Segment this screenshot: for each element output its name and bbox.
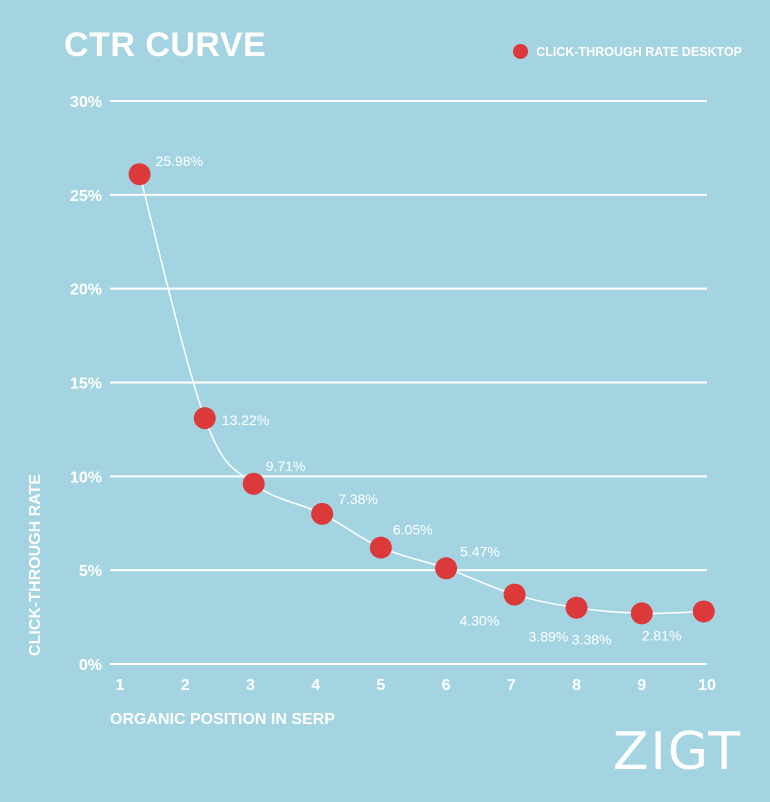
x-tick-label: 2	[181, 677, 190, 694]
data-label: 5.47%	[460, 543, 500, 559]
brand-logo: ZIGT	[612, 722, 742, 782]
x-tick-label: 9	[637, 677, 646, 694]
y-tick-label: 25%	[70, 188, 102, 205]
x-tick-label: 5	[376, 677, 385, 694]
data-label: 2.81%	[642, 627, 682, 643]
y-tick-label: 30%	[70, 94, 102, 111]
data-label: 13.22%	[222, 412, 269, 428]
x-tick-label: 7	[507, 677, 516, 694]
legend: CLICK-THROUGH RATE DESKTOP	[513, 44, 742, 59]
data-label: 6.05%	[393, 522, 433, 538]
x-tick-label: 1	[116, 677, 125, 694]
data-point	[369, 536, 392, 559]
data-point	[311, 502, 334, 525]
x-axis-label: ORGANIC POSITION IN SERP	[110, 711, 335, 728]
x-tick-label: 6	[442, 677, 451, 694]
data-point	[128, 163, 151, 186]
legend-label: CLICK-THROUGH RATE DESKTOP	[536, 44, 742, 59]
data-label: 25.98%	[156, 153, 203, 169]
legend-marker-icon	[513, 44, 529, 59]
y-tick-label: 5%	[79, 563, 102, 580]
data-point	[692, 600, 715, 623]
chart-title: CTR CURVE	[64, 26, 267, 64]
data-point	[435, 557, 458, 580]
data-point	[630, 602, 653, 625]
x-tick-label: 4	[311, 677, 320, 694]
x-tick-label: 8	[572, 677, 581, 694]
data-point	[503, 583, 526, 606]
data-label: 4.30%	[460, 613, 500, 629]
data-point	[242, 472, 265, 495]
data-point	[565, 596, 588, 619]
y-tick-label: 0%	[79, 657, 102, 674]
y-tick-label: 10%	[70, 469, 102, 486]
series-line	[138, 173, 704, 615]
y-tick-label: 20%	[70, 282, 102, 299]
y-axis-label: CLICK-THROUGH RATE	[27, 474, 44, 656]
x-tick-label: 3	[246, 677, 255, 694]
data-label: 3.38%	[572, 631, 612, 647]
data-label: 7.38%	[338, 491, 378, 507]
data-point	[193, 407, 216, 430]
data-label: 3.89%	[529, 629, 569, 645]
y-tick-label: 15%	[70, 376, 102, 393]
x-tick-label: 10	[698, 677, 716, 694]
data-label: 9.71%	[266, 458, 306, 474]
